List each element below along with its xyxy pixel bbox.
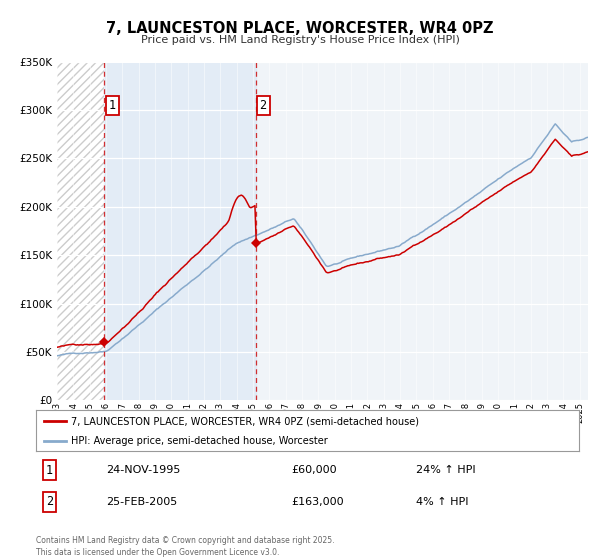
Text: Price paid vs. HM Land Registry's House Price Index (HPI): Price paid vs. HM Land Registry's House … <box>140 35 460 45</box>
Text: 7, LAUNCESTON PLACE, WORCESTER, WR4 0PZ: 7, LAUNCESTON PLACE, WORCESTER, WR4 0PZ <box>106 21 494 36</box>
Text: HPI: Average price, semi-detached house, Worcester: HPI: Average price, semi-detached house,… <box>71 436 328 446</box>
Text: 4% ↑ HPI: 4% ↑ HPI <box>416 497 469 507</box>
Bar <box>104 62 256 400</box>
Text: 2: 2 <box>260 99 267 112</box>
Text: 1: 1 <box>46 464 53 477</box>
Bar <box>57 62 104 400</box>
Text: 25-FEB-2005: 25-FEB-2005 <box>107 497 178 507</box>
Text: 24% ↑ HPI: 24% ↑ HPI <box>416 465 476 475</box>
Text: Contains HM Land Registry data © Crown copyright and database right 2025.
This d: Contains HM Land Registry data © Crown c… <box>36 536 335 557</box>
Text: 24-NOV-1995: 24-NOV-1995 <box>107 465 181 475</box>
Bar <box>57 62 104 400</box>
Text: £163,000: £163,000 <box>291 497 344 507</box>
Text: 7, LAUNCESTON PLACE, WORCESTER, WR4 0PZ (semi-detached house): 7, LAUNCESTON PLACE, WORCESTER, WR4 0PZ … <box>71 417 419 426</box>
Text: £60,000: £60,000 <box>291 465 337 475</box>
Text: 1: 1 <box>109 99 116 112</box>
Text: 2: 2 <box>46 495 53 508</box>
